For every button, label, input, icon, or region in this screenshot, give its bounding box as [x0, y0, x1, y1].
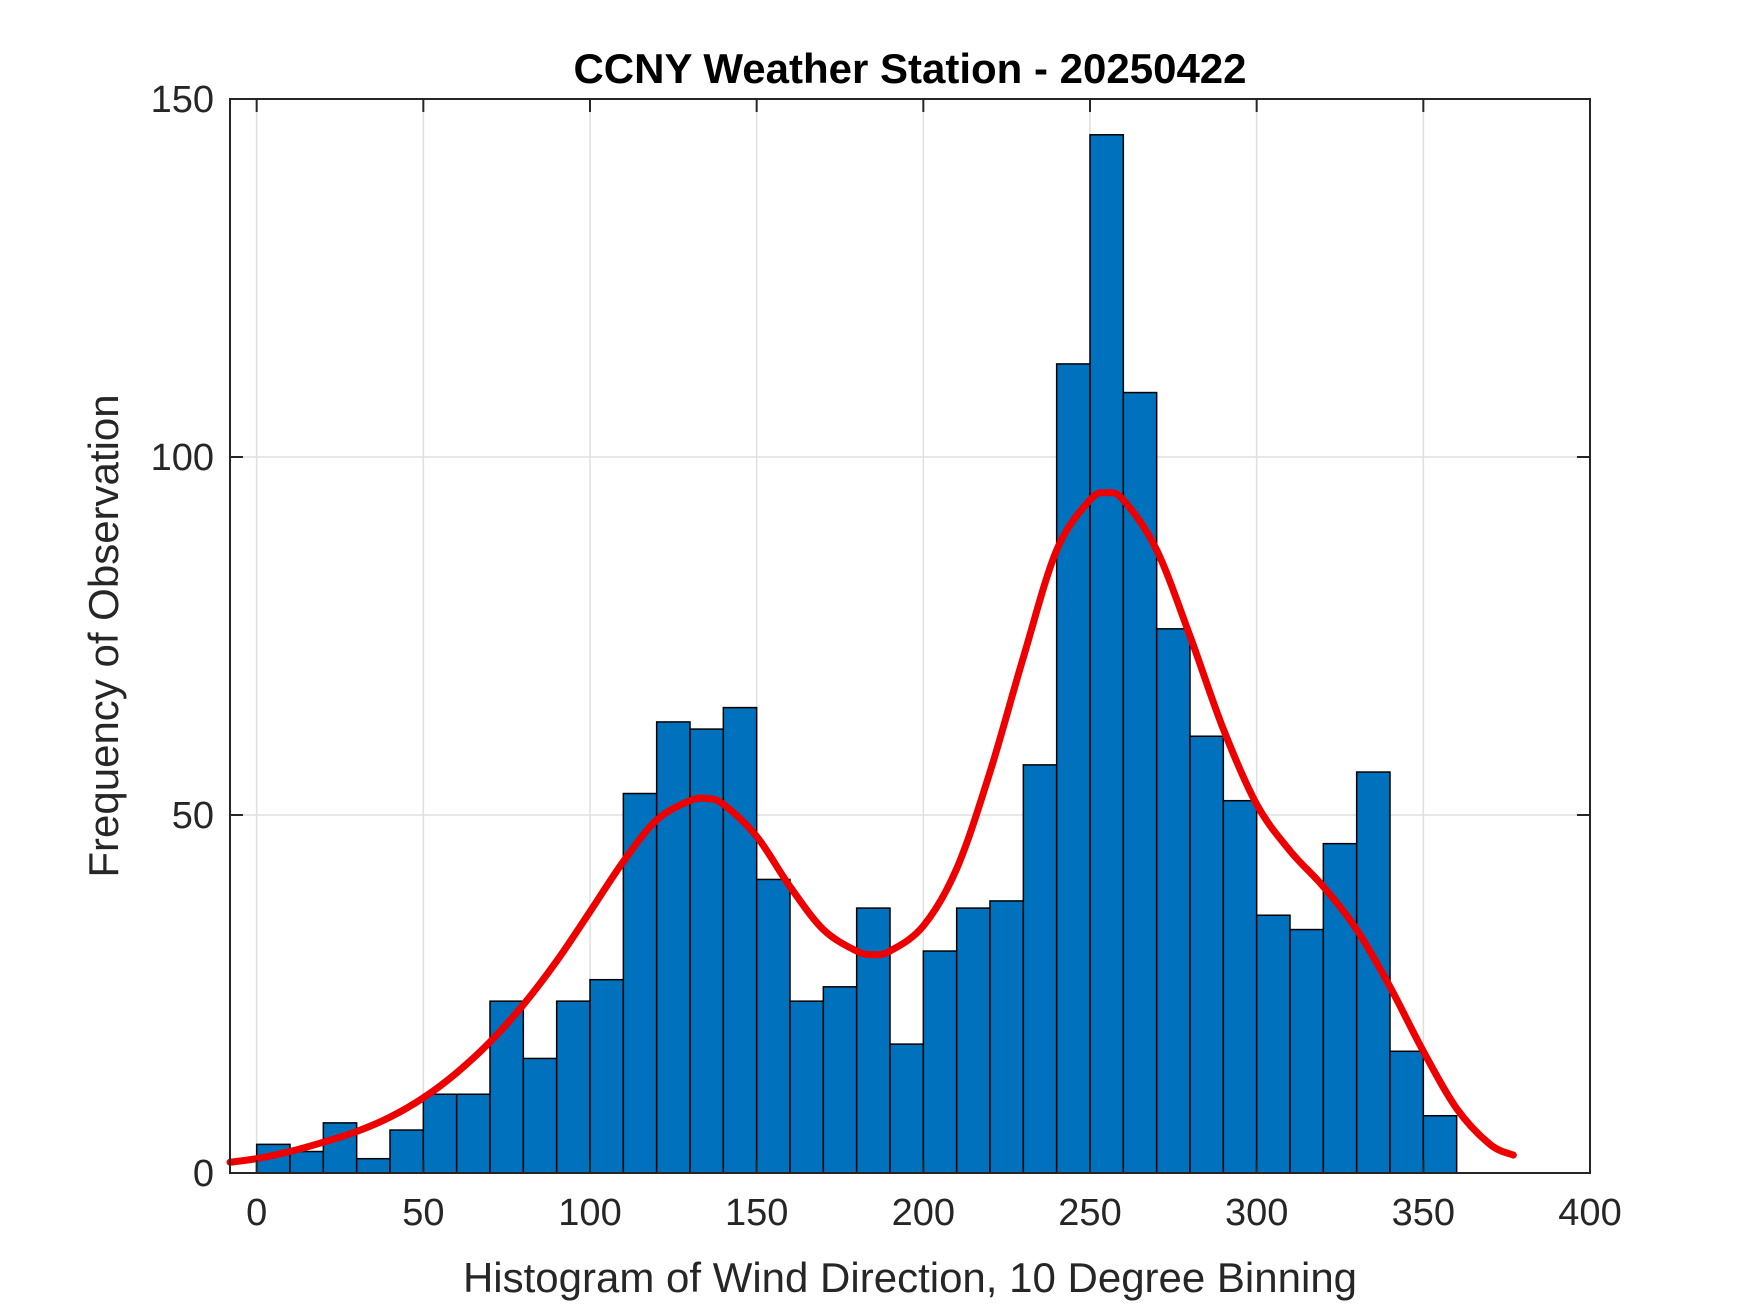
- histogram-bar: [389, 1129, 425, 1174]
- y-tick-label: 0: [193, 1153, 214, 1195]
- histogram-bar: [1255, 914, 1291, 1174]
- histogram-bar: [822, 986, 858, 1174]
- x-tick-label: 400: [1558, 1192, 1621, 1234]
- histogram-bars: [255, 134, 1458, 1174]
- histogram-bar: [989, 900, 1025, 1174]
- y-tick-label: 50: [172, 795, 214, 837]
- histogram-bar: [1289, 928, 1325, 1174]
- x-tick-label: 200: [892, 1192, 955, 1234]
- histogram-bar: [955, 907, 991, 1174]
- x-tick-label: 0: [246, 1192, 267, 1234]
- x-tick-label: 300: [1225, 1192, 1288, 1234]
- x-tick-label: 350: [1392, 1192, 1455, 1234]
- density-fit-line: [226, 489, 1517, 1166]
- axes-box: [229, 98, 1591, 1174]
- histogram-bar: [355, 1157, 391, 1174]
- y-tick-label: 150: [151, 79, 214, 121]
- chart-title: CCNY Weather Station - 20250422: [573, 45, 1246, 92]
- histogram-bar: [1222, 799, 1258, 1174]
- x-axis-label: Histogram of Wind Direction, 10 Degree B…: [463, 1254, 1357, 1301]
- histogram-bar: [522, 1057, 558, 1174]
- histogram-bar: [1422, 1114, 1458, 1174]
- histogram-bar: [289, 1150, 325, 1174]
- x-tick-label: 250: [1058, 1192, 1121, 1234]
- histogram-bar: [855, 907, 891, 1174]
- histogram-bar: [1022, 764, 1058, 1174]
- histogram-bar: [589, 978, 625, 1174]
- density-fit-curve-layer: [226, 489, 1517, 1166]
- x-tick-label: 150: [725, 1192, 788, 1234]
- histogram-bar: [555, 1000, 591, 1174]
- histogram-bar: [1089, 134, 1125, 1174]
- histogram-bar: [922, 950, 958, 1174]
- histogram-bar: [789, 1000, 825, 1174]
- histogram-bar: [755, 878, 791, 1174]
- histogram-bar: [889, 1043, 925, 1174]
- histogram-bar: [422, 1093, 458, 1174]
- histogram-bar: [1055, 363, 1091, 1174]
- x-tick-label: 50: [402, 1192, 444, 1234]
- axis-ticks: [230, 98, 1591, 1174]
- tick-labels: 0 50 100 150 200 250 300 350 400 0 50 100 150: [151, 79, 1622, 1234]
- histogram-bar: [722, 706, 758, 1174]
- y-axis-label: Frequency of Observation: [80, 394, 127, 877]
- x-tick-label: 100: [558, 1192, 621, 1234]
- histogram-bar: [1189, 735, 1225, 1174]
- histogram-bar: [455, 1093, 491, 1174]
- y-tick-label: 100: [151, 437, 214, 479]
- histogram-bar: [1155, 628, 1191, 1174]
- histogram-bar: [1389, 1050, 1425, 1174]
- histogram-bar: [655, 721, 691, 1174]
